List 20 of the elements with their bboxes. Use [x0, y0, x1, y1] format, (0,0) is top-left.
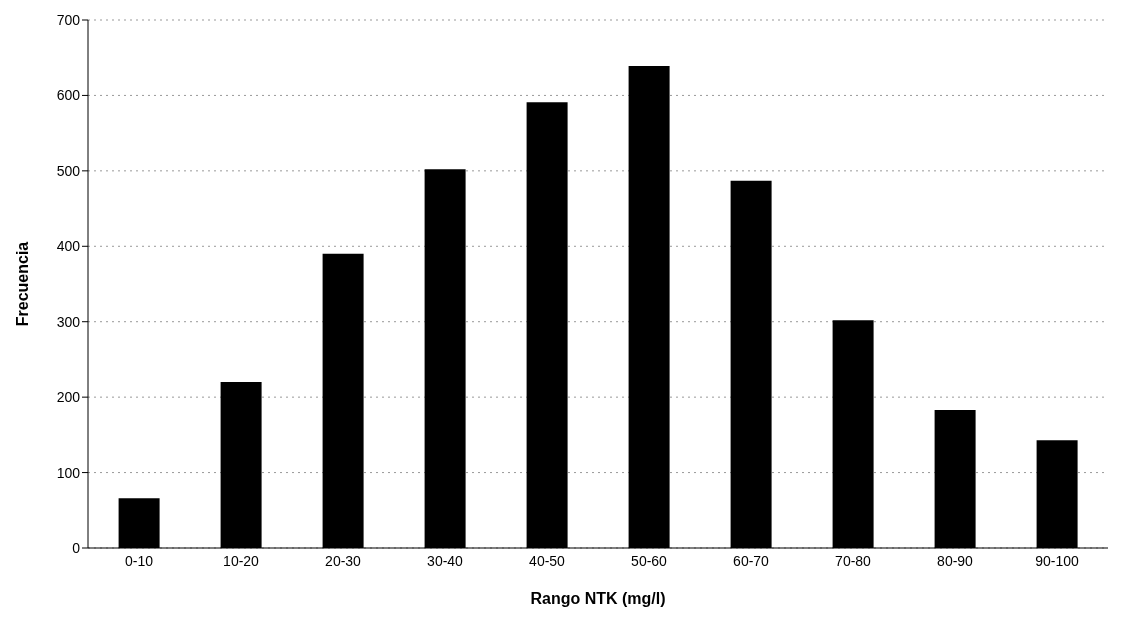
x-tick-label: 50-60 — [631, 552, 668, 569]
x-tick-label: 0-10 — [124, 552, 154, 569]
x-tick-label: 80-90 — [937, 552, 974, 569]
x-tick-label: 70-80 — [835, 552, 872, 569]
y-tick-label: 600 — [56, 87, 81, 104]
x-tick-label: 20-30 — [325, 552, 362, 569]
y-tick-label: 100 — [56, 464, 81, 481]
y-tick-label: 0 — [72, 539, 81, 556]
x-tick-label: 10-20 — [223, 552, 260, 569]
y-tick-label: 300 — [56, 313, 81, 330]
y-tick-label: 500 — [56, 162, 81, 179]
x-tick-label: 30-40 — [427, 552, 464, 569]
y-tick-label: 700 — [56, 11, 81, 28]
x-tick-label: 90-100 — [1035, 552, 1080, 569]
x-tick-label: 60-70 — [733, 552, 770, 569]
y-tick-label: 200 — [56, 389, 81, 406]
x-axis-title: Rango NTK (mg/l) — [530, 590, 666, 607]
y-axis-title: Frecuencia — [13, 241, 31, 327]
y-tick-label: 400 — [56, 238, 81, 255]
x-tick-label: 40-50 — [529, 552, 566, 569]
